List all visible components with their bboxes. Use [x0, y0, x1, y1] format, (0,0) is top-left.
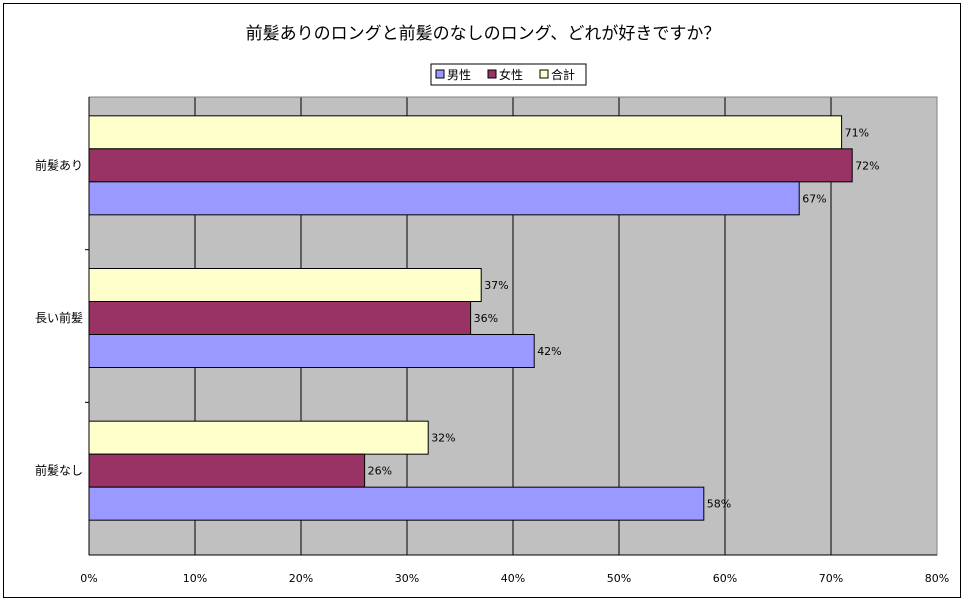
x-tick-label: 0%	[80, 572, 97, 585]
bar	[88, 301, 472, 335]
data-label: 26%	[368, 465, 392, 478]
x-tick-label: 40%	[501, 572, 525, 585]
bar	[88, 420, 429, 455]
category-label: 前髪なし	[35, 463, 83, 478]
legend: 男性 女性 合計	[430, 63, 587, 86]
legend-label-male: 男性	[447, 68, 471, 82]
legend-box	[430, 63, 587, 86]
data-label: 58%	[707, 498, 731, 511]
legend-label-total: 合計	[551, 67, 575, 82]
x-tick-label: 30%	[395, 572, 419, 585]
x-tick-label: 10%	[183, 572, 207, 585]
x-tick-label: 60%	[713, 572, 737, 585]
x-tick-label: 80%	[925, 572, 949, 585]
bar	[88, 334, 535, 368]
data-label: 72%	[855, 159, 879, 172]
data-label: 32%	[431, 432, 455, 445]
x-tick-label: 70%	[819, 572, 843, 585]
bar	[88, 148, 853, 183]
data-label: 42%	[537, 345, 561, 358]
bar	[88, 268, 482, 302]
legend-swatch-female	[487, 69, 497, 79]
bar	[88, 181, 800, 216]
chart-title: 前髪ありのロングと前髪のなしのロング、どれが好きですか？	[246, 24, 721, 44]
x-tick-label: 20%	[289, 572, 313, 585]
plot-area: 0% 10% 20% 30% 40% 50% 60% 70% 80% 前髪あり 71% 72% 67% 長…	[35, 96, 949, 585]
data-label: 37%	[484, 279, 508, 292]
legend-swatch-total	[539, 69, 549, 79]
bar	[88, 453, 366, 488]
data-label: 71%	[845, 126, 869, 139]
legend-swatch-male	[435, 69, 445, 79]
data-label: 67%	[802, 192, 826, 205]
category-label: 長い前髪	[35, 310, 83, 325]
x-tick-label: 50%	[607, 572, 631, 585]
bar	[88, 115, 843, 150]
bar	[88, 486, 705, 521]
legend-label-female: 女性	[499, 67, 523, 82]
category-label: 前髪あり	[35, 157, 83, 172]
data-label: 36%	[474, 312, 498, 325]
